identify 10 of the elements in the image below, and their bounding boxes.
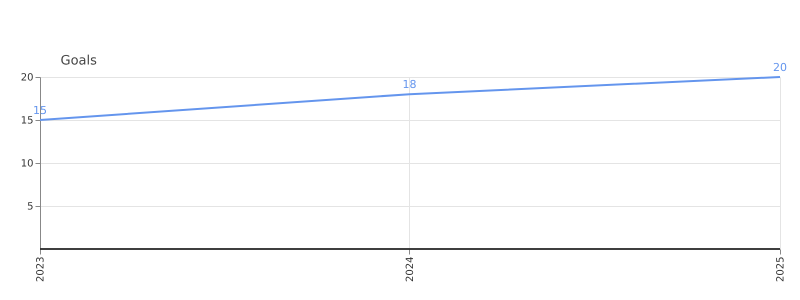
x-tick-label: 2025 [776, 256, 786, 282]
x-tick-label: 2023 [36, 256, 46, 282]
x-tick-label: 2024 [404, 256, 416, 282]
y-tick-label: 15 [20, 116, 34, 126]
y-tick-label: 20 [20, 72, 34, 84]
data-label: 20 [773, 61, 787, 74]
y-tick-label: 5 [27, 202, 34, 212]
y-axis-title: Goals [60, 54, 98, 68]
y-tick-label: 10 [20, 158, 34, 170]
data-label: 18 [402, 78, 416, 92]
